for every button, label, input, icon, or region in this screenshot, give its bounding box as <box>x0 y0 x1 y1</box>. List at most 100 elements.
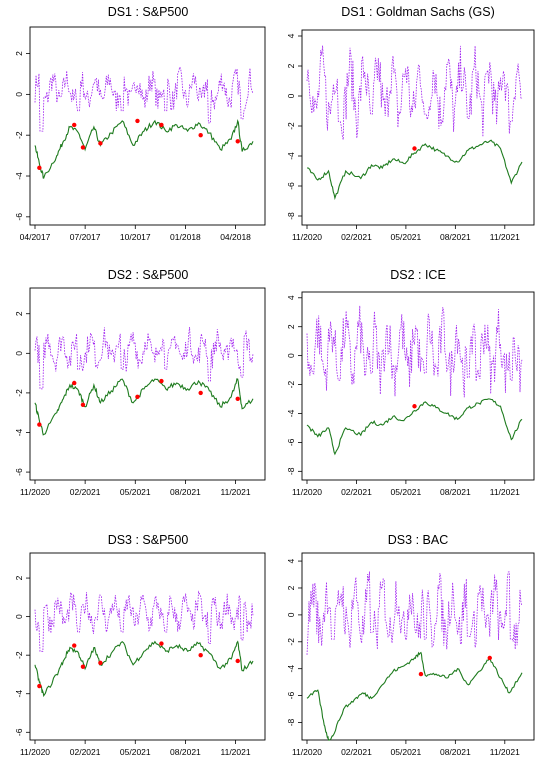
x-tick-label: 05/2021 <box>391 747 422 757</box>
series-upper-line <box>34 590 254 652</box>
plot-frame <box>29 287 266 481</box>
panel-title: DS3 : S&P500 <box>108 533 189 547</box>
series-upper-line <box>306 45 523 140</box>
x-tick-label: 08/2021 <box>170 747 201 757</box>
panel-title: DS3 : BAC <box>388 533 448 547</box>
y-tick-label: -8 <box>286 212 296 220</box>
y-tick-label: -2 <box>286 638 296 646</box>
plot-frame <box>29 26 266 226</box>
event-marker <box>159 122 164 128</box>
y-tick-label: -6 <box>286 692 296 700</box>
x-tick-label: 11/2020 <box>20 747 50 757</box>
y-tick-label: 2 <box>286 63 296 68</box>
y-tick-label: -4 <box>286 409 296 417</box>
series-upper-line <box>306 305 523 398</box>
event-marker <box>159 378 164 384</box>
series-lower-line <box>307 139 523 201</box>
y-tick-label: -2 <box>286 122 296 130</box>
x-tick-label: 01/2018 <box>170 232 201 242</box>
event-marker <box>135 118 140 124</box>
y-tick-label: 0 <box>14 351 24 356</box>
panel-title: DS1 : Goldman Sachs (GS) <box>341 5 495 19</box>
y-tick-label: -8 <box>286 718 296 726</box>
y-tick-label: -6 <box>14 213 24 221</box>
event-marker <box>98 141 103 146</box>
series-lower-line <box>306 651 523 741</box>
x-tick-label: 05/2021 <box>391 232 422 242</box>
event-marker <box>412 146 417 151</box>
y-tick-label: 0 <box>14 92 24 97</box>
event-marker <box>235 139 240 144</box>
y-tick-label: -6 <box>286 182 296 190</box>
y-tick-label: 2 <box>286 324 296 329</box>
series-lower-line <box>34 118 254 179</box>
event-marker <box>235 658 240 664</box>
panel-title: DS1 : S&P500 <box>108 5 189 19</box>
event-marker <box>198 390 203 396</box>
x-tick-label: 11/2020 <box>292 747 322 757</box>
event-marker <box>198 652 203 658</box>
series-lower-line <box>34 378 254 436</box>
y-tick-label: -8 <box>286 467 296 475</box>
x-tick-label: 02/2021 <box>70 747 101 757</box>
event-marker <box>159 641 164 646</box>
panel-title: DS2 : ICE <box>390 268 446 282</box>
event-marker <box>72 122 77 128</box>
plot-frame <box>301 552 535 741</box>
y-tick-label: 0 <box>286 353 296 358</box>
y-tick-label: 4 <box>286 295 296 300</box>
x-tick-label: 11/2020 <box>292 232 322 242</box>
y-tick-label: 0 <box>14 614 24 619</box>
panel-1: DS1 : S&P500 -6 -4 -2 0 2 04/2017 07/2017 10/201… <box>14 5 266 242</box>
y-tick-label: -6 <box>14 728 24 736</box>
panel-title: DS2 : S&P500 <box>108 268 189 282</box>
event-marker <box>72 380 77 386</box>
x-tick-label: 11/2021 <box>490 487 520 497</box>
x-tick-label: 02/2021 <box>70 487 101 497</box>
x-tick-label: 04/2017 <box>20 232 51 242</box>
y-tick-label: -2 <box>14 389 24 397</box>
y-tick-label: -4 <box>14 690 24 698</box>
x-tick-label: 02/2021 <box>341 487 372 497</box>
x-tick-label: 04/2018 <box>220 232 251 242</box>
y-tick-label: -4 <box>14 428 24 436</box>
event-marker <box>80 145 86 150</box>
series-upper-line <box>34 327 254 390</box>
x-tick-label: 11/2021 <box>490 232 520 242</box>
panel-2: DS1 : Goldman Sachs (GS) -8 -6 -4 -2 0 2 4 11/20… <box>286 5 535 242</box>
x-tick-label: 05/2021 <box>120 487 151 497</box>
series-lower-line <box>306 398 523 456</box>
event-marker <box>37 422 42 427</box>
event-marker <box>37 683 42 689</box>
y-tick-label: 4 <box>286 558 296 563</box>
x-tick-label: 11/2020 <box>292 487 322 497</box>
x-tick-label: 08/2021 <box>440 232 471 242</box>
y-tick-label: 0 <box>286 612 296 617</box>
x-tick-label: 07/2017 <box>70 232 101 242</box>
panel-3: DS2 : S&P500 -6 -4 -2 0 2 11/2020 02/2021 05/202… <box>14 268 266 497</box>
y-tick-label: -2 <box>286 381 296 389</box>
x-tick-label: 02/2021 <box>341 747 372 757</box>
x-tick-label: 08/2021 <box>440 487 471 497</box>
event-marker <box>418 671 424 677</box>
x-tick-label: 05/2021 <box>120 747 151 757</box>
event-marker <box>412 404 417 409</box>
y-tick-label: 2 <box>286 585 296 590</box>
x-tick-label: 02/2021 <box>341 232 372 242</box>
plot-frame <box>301 29 535 226</box>
event-marker <box>487 655 492 661</box>
x-tick-label: 05/2021 <box>391 487 422 497</box>
series-upper-line <box>306 571 523 655</box>
y-tick-label: 2 <box>14 575 24 580</box>
x-tick-label: 11/2021 <box>221 747 251 757</box>
event-marker <box>235 396 240 402</box>
y-tick-label: -4 <box>14 172 24 180</box>
panel-5: DS3 : S&P500 -6 -4 -2 0 2 11/2020 02/2021 05/202… <box>14 533 266 757</box>
y-tick-label: -4 <box>286 152 296 160</box>
y-tick-label: -6 <box>286 438 296 446</box>
y-tick-label: -2 <box>14 651 24 659</box>
x-tick-label: 10/2017 <box>120 232 151 242</box>
x-tick-label: 08/2021 <box>170 487 201 497</box>
x-tick-label: 11/2020 <box>20 487 50 497</box>
y-tick-label: -4 <box>286 665 296 673</box>
